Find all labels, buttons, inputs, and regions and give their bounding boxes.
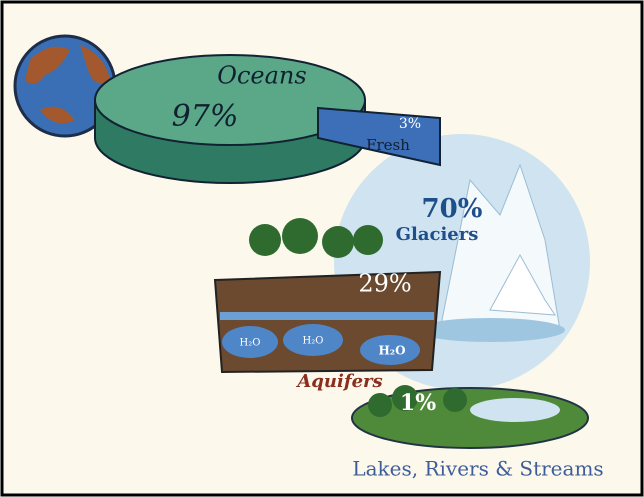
water-label: H₂O bbox=[378, 344, 405, 358]
trees bbox=[368, 385, 467, 417]
aquifers-label: Aquifers bbox=[295, 371, 382, 392]
water-label: H₂O bbox=[240, 338, 261, 349]
glaciers-label: Glaciers bbox=[396, 224, 479, 245]
fresh-percent: 3% bbox=[399, 116, 421, 132]
glaciers-percent: 70% bbox=[422, 194, 483, 224]
lake bbox=[470, 398, 560, 422]
ocean-slice bbox=[94, 54, 366, 146]
glacier-water bbox=[415, 318, 565, 342]
fresh-slice bbox=[317, 106, 441, 167]
trees bbox=[249, 218, 383, 258]
iceberg bbox=[489, 253, 556, 316]
water-table bbox=[220, 312, 434, 320]
surface-percent: 1% bbox=[400, 390, 436, 416]
fresh-label: Fresh bbox=[366, 136, 410, 154]
oceans-percent: 97% bbox=[172, 99, 239, 134]
aquifers-percent: 29% bbox=[358, 270, 411, 298]
surface-label: Lakes, Rivers & Streams bbox=[352, 457, 603, 481]
continents bbox=[25, 45, 110, 124]
water-pocket bbox=[360, 335, 420, 365]
oceans-label: Oceans bbox=[217, 62, 306, 90]
water-pocket bbox=[222, 326, 278, 358]
water-pocket bbox=[283, 324, 343, 356]
water-label: H₂O bbox=[303, 336, 324, 347]
